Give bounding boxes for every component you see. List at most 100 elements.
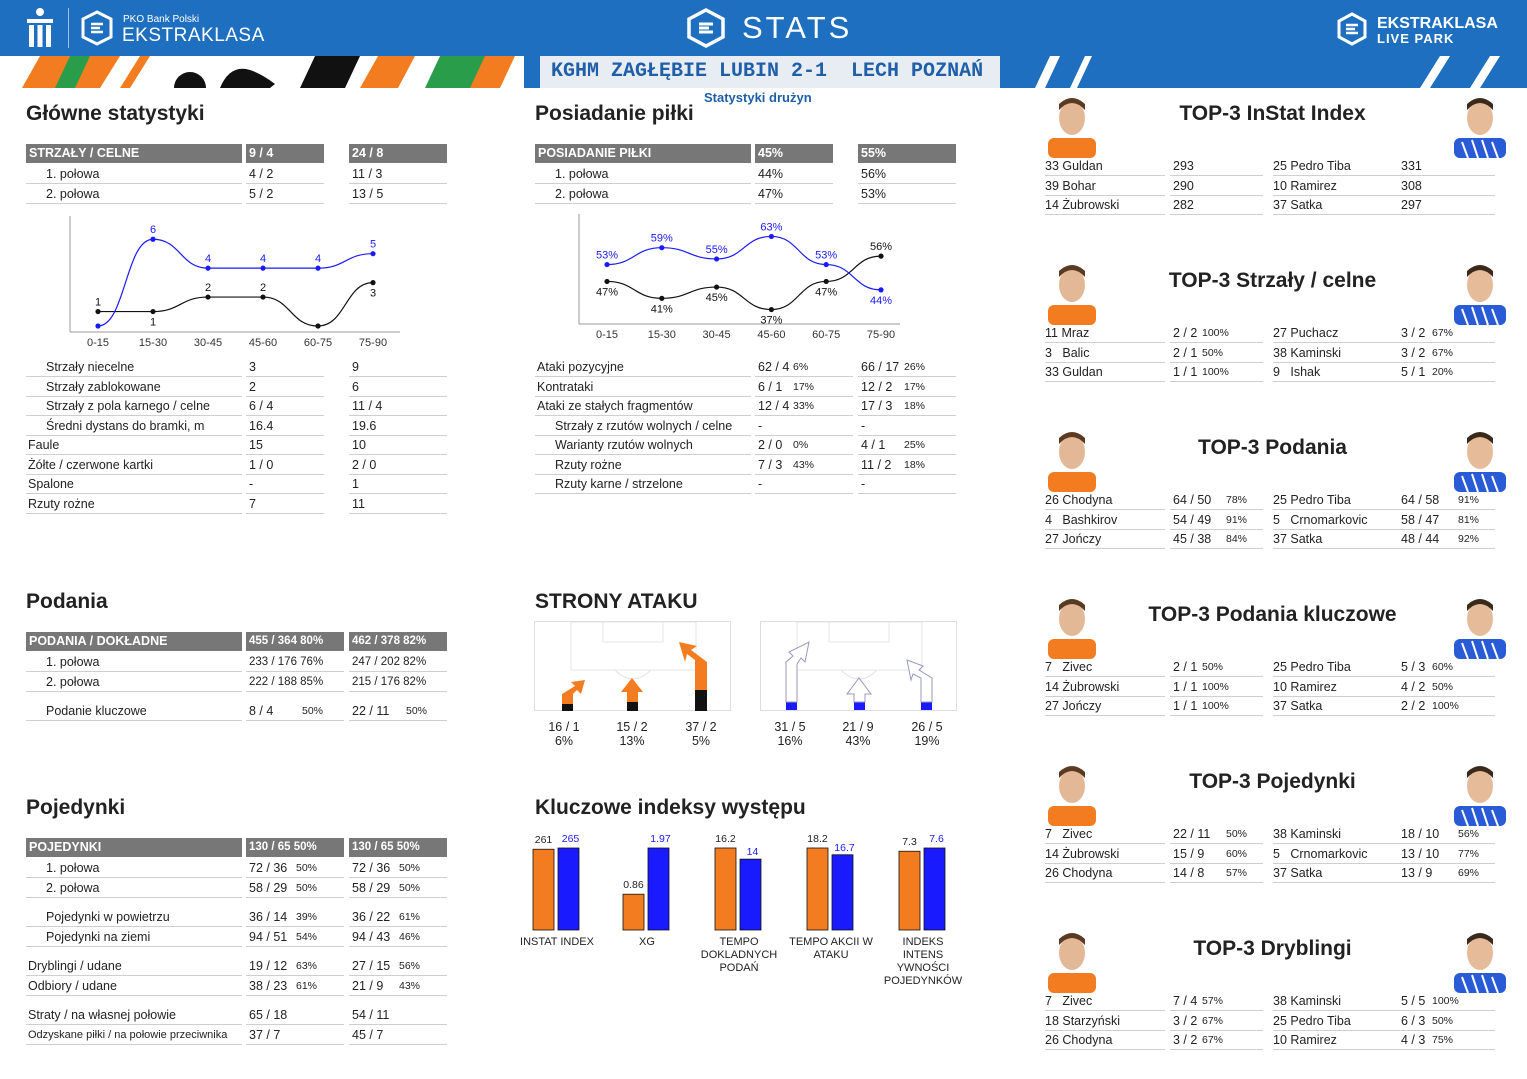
x-tick-label: 60-75 — [304, 337, 332, 349]
stat-home-value: 1 / 1 — [1173, 365, 1198, 379]
player-name-away: 5 Crnomarkovic — [1273, 845, 1398, 864]
row-home: 36 / 14 39% — [246, 908, 344, 927]
data-label: 56% — [870, 241, 892, 253]
row-away-value: 72 / 36 — [352, 861, 391, 875]
row-away: - — [858, 417, 956, 436]
attack-sides-away — [760, 621, 957, 711]
stat-away: 18 / 10 56% — [1398, 825, 1495, 844]
row-label: 1. połowa — [535, 165, 751, 184]
data-label: 53% — [815, 250, 837, 262]
stat-away-value: 2 / 2 — [1401, 699, 1426, 713]
row-away-value: - — [861, 477, 866, 491]
posiadanie-title: Posiadanie piłki — [535, 102, 694, 125]
player-name-home: 27 Jończy — [1045, 530, 1165, 549]
row-label: Rzuty karne / strzelone — [535, 475, 751, 494]
row-away-value: 66 / 17 — [861, 360, 900, 374]
stat-home: 14 / 8 57% — [1170, 864, 1263, 883]
stat-away-value: 5 / 3 — [1401, 660, 1426, 674]
row-home: - — [755, 417, 853, 436]
stat-home-pct: 100% — [1202, 327, 1229, 339]
player-name-away: 37 Satka — [1273, 530, 1398, 549]
stat-away: 2 / 2 100% — [1398, 697, 1495, 716]
data-label: 41% — [651, 303, 673, 315]
stat-away-value: 13 / 10 — [1401, 846, 1440, 861]
player-name-home: 26 Chodyna — [1045, 491, 1165, 510]
bar-value-label: 16.2 — [715, 833, 736, 845]
data-point — [714, 256, 720, 262]
stat-away-value: 4 / 3 — [1401, 1033, 1426, 1047]
stat-home-pct: 60% — [1226, 847, 1248, 860]
row-home-pct: 50% — [296, 881, 318, 894]
bar — [622, 893, 645, 931]
row-away-value: 58 / 29 — [352, 880, 391, 895]
strony-pct: 43% — [845, 734, 871, 748]
player-name-away: 38 Kaminski — [1273, 344, 1398, 363]
pko-bank-label: PKO Bank Polski — [123, 14, 200, 25]
data-point — [768, 306, 774, 313]
row-label: Dryblingi / udane — [26, 957, 242, 976]
player-name-home: 27 Jończy — [1045, 697, 1165, 716]
data-point — [878, 287, 884, 293]
row-home: 4 / 2 — [246, 165, 324, 184]
x-tick-label: 0-15 — [596, 329, 618, 341]
bar — [532, 848, 555, 931]
stat-home-pct: 57% — [1226, 867, 1248, 879]
stat-away: 13 / 10 77% — [1398, 845, 1495, 864]
data-point — [260, 294, 266, 300]
top3-title: TOP-3 InStat Index — [1179, 102, 1366, 125]
row-home-pct: 39% — [296, 911, 318, 923]
pko-logo-icon — [24, 6, 56, 50]
row-label: Warianty rzutów wolnych — [535, 436, 751, 455]
stat-away: 64 / 58 91% — [1398, 491, 1495, 510]
player-photo-away — [1448, 424, 1512, 492]
data-point — [150, 308, 156, 315]
row-home: 2 — [246, 378, 324, 397]
row-away-pct: 61% — [399, 911, 421, 923]
data-point — [260, 265, 266, 271]
row-home-value: 7 / 3 — [758, 457, 783, 472]
stat-away: 13 / 9 69% — [1398, 864, 1495, 883]
stat-away-pct: 69% — [1458, 867, 1480, 879]
stat-away-value: 331 — [1401, 159, 1422, 173]
header-home: 455 / 364 80% — [246, 632, 344, 651]
header-away: 130 / 65 50% — [349, 838, 447, 857]
player-name-home: 14 Żubrowski — [1045, 845, 1165, 864]
row-away-pct: 50% — [406, 705, 428, 717]
x-tick-label: 15-30 — [648, 329, 676, 341]
row-away: 72 / 36 50% — [349, 859, 447, 878]
data-point — [205, 294, 211, 300]
x-tick-label: 75-90 — [867, 329, 895, 341]
player-name-away: 27 Puchacz — [1273, 324, 1398, 343]
stat-away-pct: 100% — [1432, 700, 1459, 712]
stat-home: 22 / 11 50% — [1170, 825, 1263, 844]
player-name-away: 10 Ramirez — [1273, 1031, 1398, 1050]
posiadanie-table-top: POSIADANIE PIŁKI 45% 55% 1. połowa 44% 5… — [535, 144, 957, 204]
pojedynki-table-head: POJEDYNKI 130 / 65 50% 130 / 65 50% — [26, 838, 448, 858]
stat-home-pct: 67% — [1202, 1014, 1224, 1027]
top3-title: TOP-3 Pojedynki — [1189, 770, 1356, 793]
stat-home: 1 / 1 100% — [1170, 678, 1263, 697]
row-label: 1. połowa — [26, 859, 242, 878]
player-name-away: 25 Pedro Tiba — [1273, 157, 1398, 176]
row-label: Faule — [26, 436, 242, 455]
player-name-away: 10 Ramirez — [1273, 177, 1398, 196]
row-home: 16.4 — [246, 417, 324, 436]
data-point — [370, 280, 376, 286]
stat-home-value: 2 / 1 — [1173, 660, 1198, 674]
player-name-away: 25 Pedro Tiba — [1273, 658, 1398, 677]
row-away-value: 94 / 43 — [352, 929, 391, 944]
data-point — [315, 265, 321, 271]
stats-logo-icon — [686, 8, 726, 48]
row-home-pct: 50% — [302, 705, 324, 717]
stat-away-value: 64 / 58 — [1401, 493, 1440, 507]
data-label: 45% — [706, 292, 728, 304]
row-away-pct: 50% — [399, 862, 421, 874]
row-home-pct: 6% — [793, 361, 809, 373]
strony-value: 26 / 5 — [911, 720, 943, 734]
row-away: 247 / 202 82% — [349, 653, 447, 672]
stat-home-pct: 100% — [1202, 700, 1229, 712]
stat-home: 1 / 1 100% — [1170, 363, 1263, 382]
stat-away-value: 48 / 44 — [1401, 532, 1440, 546]
stat-home-pct: 57% — [1202, 995, 1224, 1007]
player-name-away: 37 Satka — [1273, 697, 1398, 716]
